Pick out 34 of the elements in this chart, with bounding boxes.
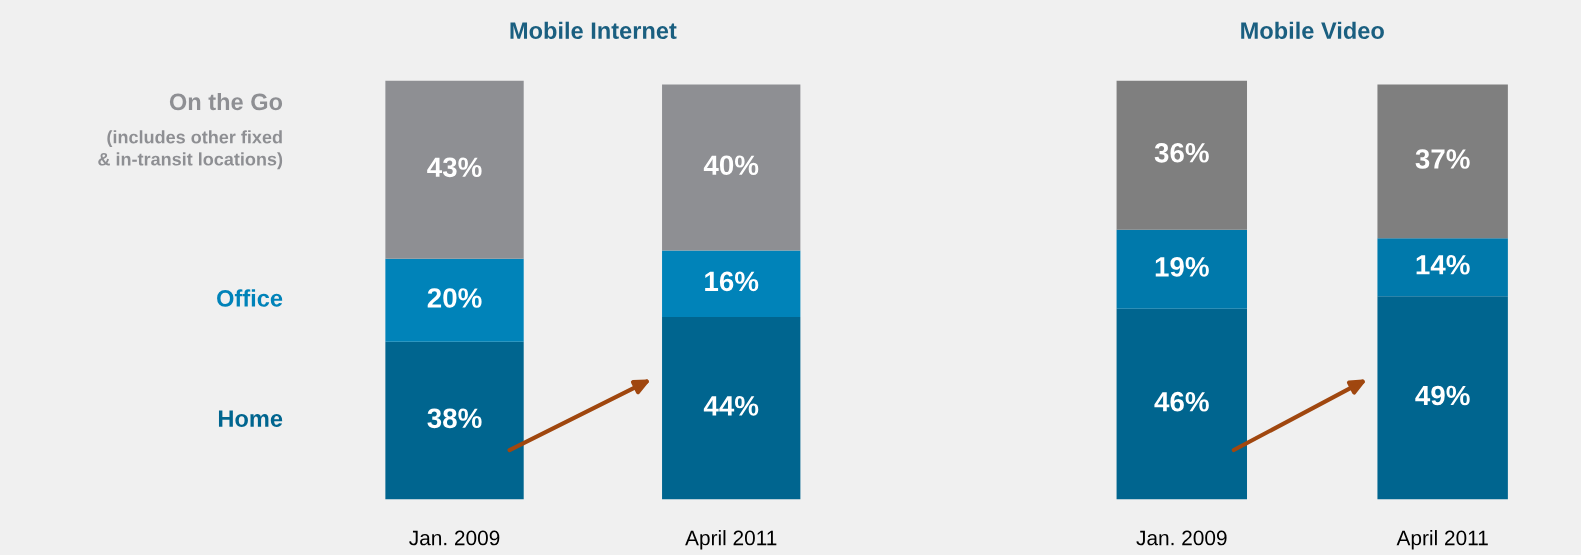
data-label: 36% <box>1154 142 1209 163</box>
bar <box>1377 84 1508 239</box>
bar <box>1116 229 1248 309</box>
text: On the Go <box>169 92 283 111</box>
chart-title: Mobile Video <box>1241 21 1384 40</box>
bar <box>385 341 524 500</box>
text: (includes other fixed & in-transit locations) <box>98 130 283 170</box>
data-label: 40% <box>703 155 759 176</box>
x-tick-label: April 2011 <box>1396 530 1488 550</box>
bar <box>662 250 801 317</box>
data-label: 19% <box>1155 257 1209 277</box>
bar <box>662 84 801 251</box>
bar <box>385 258 524 342</box>
data-label: 46% <box>1154 391 1209 412</box>
x-tick-label: Jan. 2009 <box>1136 530 1227 546</box>
data-label: 38% <box>427 408 482 429</box>
data-label: 16% <box>705 271 759 292</box>
bar <box>1377 296 1508 500</box>
chart-title: Mobile Internet <box>510 21 677 40</box>
x-tick-label: April 2011 <box>685 530 777 550</box>
bar <box>1116 308 1248 500</box>
text: Home <box>218 410 283 428</box>
bar <box>662 316 801 500</box>
bar <box>1116 80 1248 230</box>
data-label: 37% <box>1415 149 1470 169</box>
data-label: 49% <box>1415 385 1470 406</box>
bar <box>1377 238 1508 297</box>
data-label: 43% <box>427 157 482 178</box>
data-label: 20% <box>427 288 482 308</box>
bar <box>385 80 524 259</box>
text: Office <box>217 289 283 307</box>
data-label: 14% <box>1416 255 1470 275</box>
data-label: 44% <box>703 396 759 416</box>
x-tick-label: Jan. 2009 <box>409 530 500 546</box>
